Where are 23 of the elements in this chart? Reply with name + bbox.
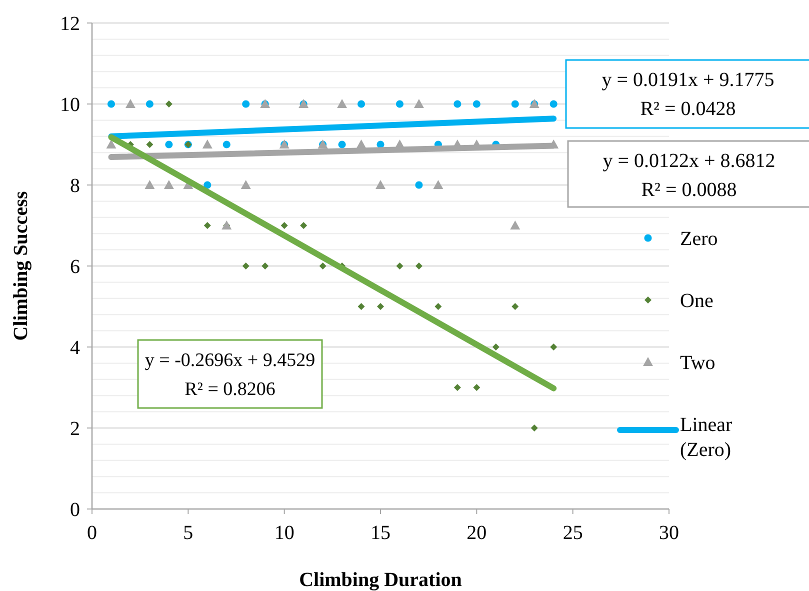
annotation: y = -0.2696x + 9.4529 R² = 0.8206 — [144, 350, 316, 400]
y-tick-label: 2 — [70, 418, 80, 440]
x-tick-label: 10 — [274, 522, 294, 544]
y-tick-label: 10 — [60, 94, 80, 116]
y-tick-label: 8 — [70, 175, 80, 197]
x-tick-label: 5 — [183, 522, 194, 544]
x-axis-title: Climbing Duration — [299, 569, 462, 591]
annotation: y = 0.0122x + 8.6812 R² = 0.0088 — [602, 150, 776, 201]
y-tick-label: 4 — [70, 337, 80, 359]
x-tick-label: 25 — [562, 522, 583, 544]
legend-label: One — [680, 290, 714, 312]
y-tick-label: 6 — [70, 256, 80, 278]
x-tick-label: 15 — [370, 522, 390, 544]
legend-label: Two — [680, 352, 716, 374]
legend-label: Linear (Zero) — [680, 414, 733, 461]
legend-label: Zero — [680, 228, 718, 250]
annotation: y = 0.0191x + 9.1775 R² = 0.0428 — [602, 69, 774, 120]
y-tick-label: 12 — [60, 13, 80, 35]
y-tick-label: 0 — [70, 499, 80, 521]
y-axis-title: Climbing Success — [10, 191, 32, 341]
x-tick-label: 20 — [466, 522, 487, 544]
x-tick-label: 30 — [659, 522, 679, 544]
x-tick-label: 0 — [87, 522, 97, 544]
